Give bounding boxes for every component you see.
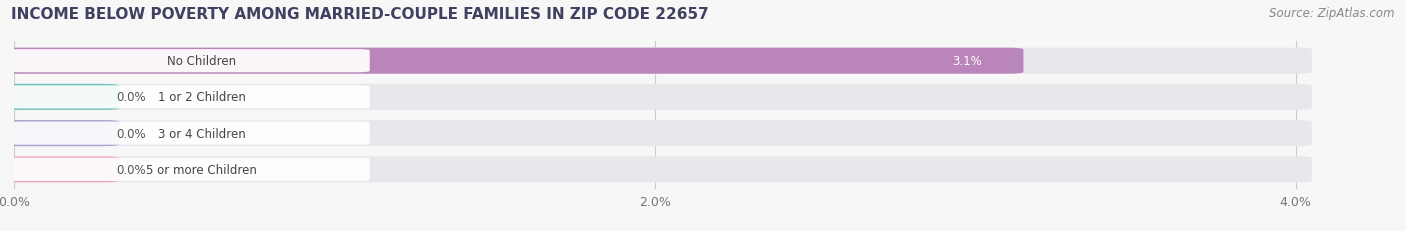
FancyBboxPatch shape bbox=[0, 121, 120, 146]
FancyBboxPatch shape bbox=[7, 50, 370, 73]
Text: Source: ZipAtlas.com: Source: ZipAtlas.com bbox=[1270, 7, 1395, 20]
FancyBboxPatch shape bbox=[0, 157, 120, 182]
Text: No Children: No Children bbox=[167, 55, 236, 68]
Text: 5 or more Children: 5 or more Children bbox=[146, 163, 257, 176]
Text: 0.0%: 0.0% bbox=[117, 163, 146, 176]
FancyBboxPatch shape bbox=[0, 49, 1312, 74]
Text: 3 or 4 Children: 3 or 4 Children bbox=[157, 127, 246, 140]
FancyBboxPatch shape bbox=[0, 121, 1312, 146]
FancyBboxPatch shape bbox=[0, 49, 1024, 74]
Text: 3.1%: 3.1% bbox=[952, 55, 981, 68]
FancyBboxPatch shape bbox=[0, 157, 1312, 182]
FancyBboxPatch shape bbox=[0, 85, 120, 110]
FancyBboxPatch shape bbox=[7, 122, 370, 145]
Text: 1 or 2 Children: 1 or 2 Children bbox=[157, 91, 246, 104]
Text: 0.0%: 0.0% bbox=[117, 127, 146, 140]
FancyBboxPatch shape bbox=[7, 158, 370, 181]
Text: INCOME BELOW POVERTY AMONG MARRIED-COUPLE FAMILIES IN ZIP CODE 22657: INCOME BELOW POVERTY AMONG MARRIED-COUPL… bbox=[11, 7, 709, 22]
FancyBboxPatch shape bbox=[0, 85, 1312, 110]
FancyBboxPatch shape bbox=[7, 86, 370, 109]
Text: 0.0%: 0.0% bbox=[117, 91, 146, 104]
